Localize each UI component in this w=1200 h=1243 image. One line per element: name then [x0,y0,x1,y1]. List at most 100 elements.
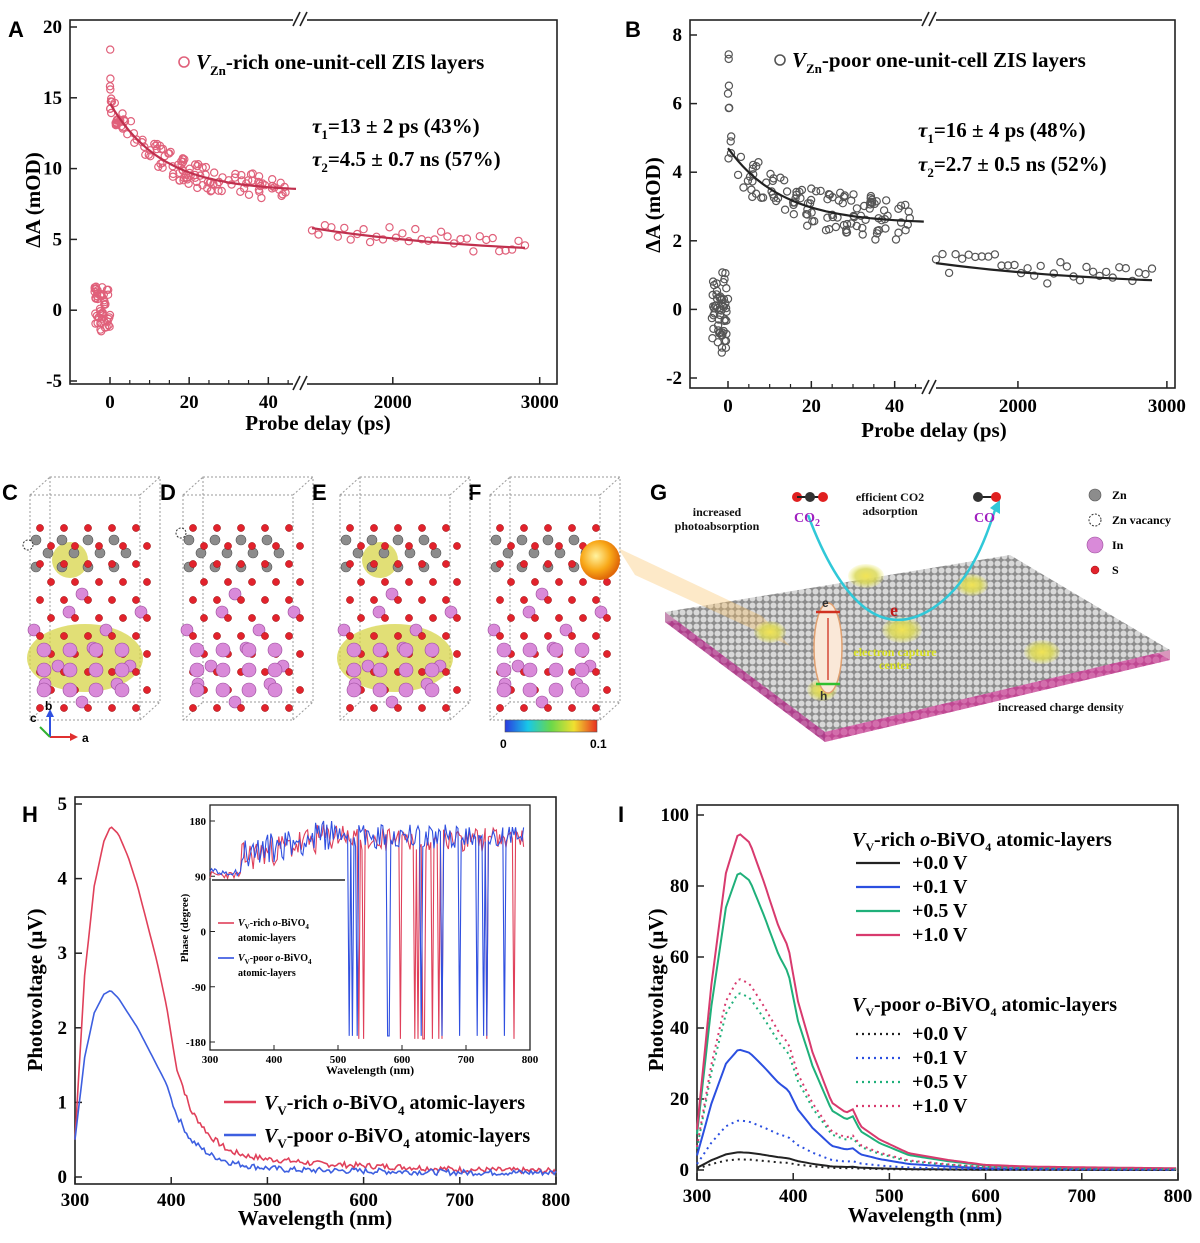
data-point [823,194,832,204]
s-atom [95,614,103,622]
inset-y-tick-label: -180 [186,1037,207,1049]
s-atom [544,524,552,532]
in-atom [522,605,536,619]
colorbar-min: 0 [500,737,507,751]
s-atom [592,524,600,532]
s-atom [108,632,116,640]
y-tick-label: 0 [53,300,63,321]
in-atom [180,623,194,637]
y-tick-label: 5 [58,794,68,815]
data-point [1010,260,1019,270]
in-atom [424,642,440,658]
in-atom [36,662,52,678]
data-point [748,192,757,202]
in-atom [62,682,78,698]
s-atom [442,524,450,532]
data-point [1128,276,1137,286]
data-point [1036,261,1045,271]
s-atom [381,614,389,622]
data-point [105,322,114,331]
s-atom [418,704,426,712]
reaction-arrowhead [990,500,1000,514]
series-line-poor-4 [696,1158,1177,1171]
s-atom [453,650,461,658]
s-atom [189,596,197,604]
in-atom [372,682,388,698]
s-atom [453,542,461,550]
capture-spot [754,621,786,643]
charge-density-text: increased charge density [998,700,1124,714]
unit-cell-edge [29,476,51,496]
light-beam [618,548,790,646]
data-point [726,137,735,146]
data-point [736,152,746,162]
chart-i-ticks: 300 400 500 600 700 800 0 20 40 60 80 100 [661,805,1193,1207]
s-atom [84,632,92,640]
in-atom [346,682,362,698]
chart-b-top-break-mark-1 [921,11,930,27]
data-point [724,81,734,90]
data-point [90,283,99,292]
slab-front-edge [665,612,825,742]
data-point [852,204,862,213]
in-atom [398,662,414,678]
chart-a-legend: VZn-rich one-unit-cell ZIS layers [196,50,484,78]
unit-cell-edge [182,494,294,721]
s-atom [453,614,461,622]
data-point [971,252,980,262]
inset-x-tick-label: 600 [394,1054,411,1066]
in-atom [267,682,283,698]
x-tick-label: 700 [1068,1186,1097,1207]
s-atom [132,524,140,532]
chart-a-bottom-break-mark-1 [292,375,301,391]
data-point [156,159,165,168]
co-o-atom [991,492,1001,502]
zn-atom [183,534,195,546]
unit-cell-edge [139,701,161,721]
capture-spot [1024,640,1060,664]
s-atom [568,596,576,604]
s-atom [592,668,600,676]
s-atom [418,524,426,532]
data-point [748,164,758,173]
s-atom [189,632,197,640]
data-point [836,188,845,197]
in-atom [62,605,76,619]
s-atom [442,704,450,712]
data-point [722,329,731,339]
data-point [314,230,323,239]
series-line-poor-7 [696,978,1177,1170]
chart-a-annotation-2: τ2=4.5 ± 0.7 ns (57%) [312,147,501,175]
data-point [398,229,407,238]
data-point [802,209,811,219]
data-point [175,176,184,185]
s-atom [603,686,611,694]
s-atom [520,596,528,604]
chart-b-bottom-break-mark-1 [921,379,930,395]
data-point [724,54,733,64]
co2-o-atom [818,492,828,502]
in-atom [134,605,148,619]
s-atom [132,560,140,568]
chart-i-group-rich: VV-rich o-BiVO4 atomic-layers [852,829,1112,854]
x-tick-label: 20 [180,392,199,413]
chart-b-legend-marker [774,54,786,66]
s-atom [603,650,611,658]
s-atom [496,524,504,532]
axis-b-label: b [45,699,52,713]
x-tick-label: 400 [779,1186,808,1207]
data-point [106,85,115,94]
in-atom [535,587,549,601]
chart-a: -5 0 5 10 15 20 0 20 40 2000 3000 VZn-rich one-uni… [21,11,559,435]
data-point [166,147,175,157]
data-point [1141,269,1150,279]
unit-cell-edge [599,701,621,721]
data-point [743,176,753,185]
zn-atom [340,534,352,546]
data-point [852,221,861,231]
s-atom [429,578,437,586]
inset-ticks: 300 400 500 600 700 800 -180 -90 0 90 180 [186,816,539,1066]
data-point [997,261,1006,270]
s-atom [84,596,92,604]
chart-h-xlabel: Wavelength (nm) [238,1206,393,1230]
